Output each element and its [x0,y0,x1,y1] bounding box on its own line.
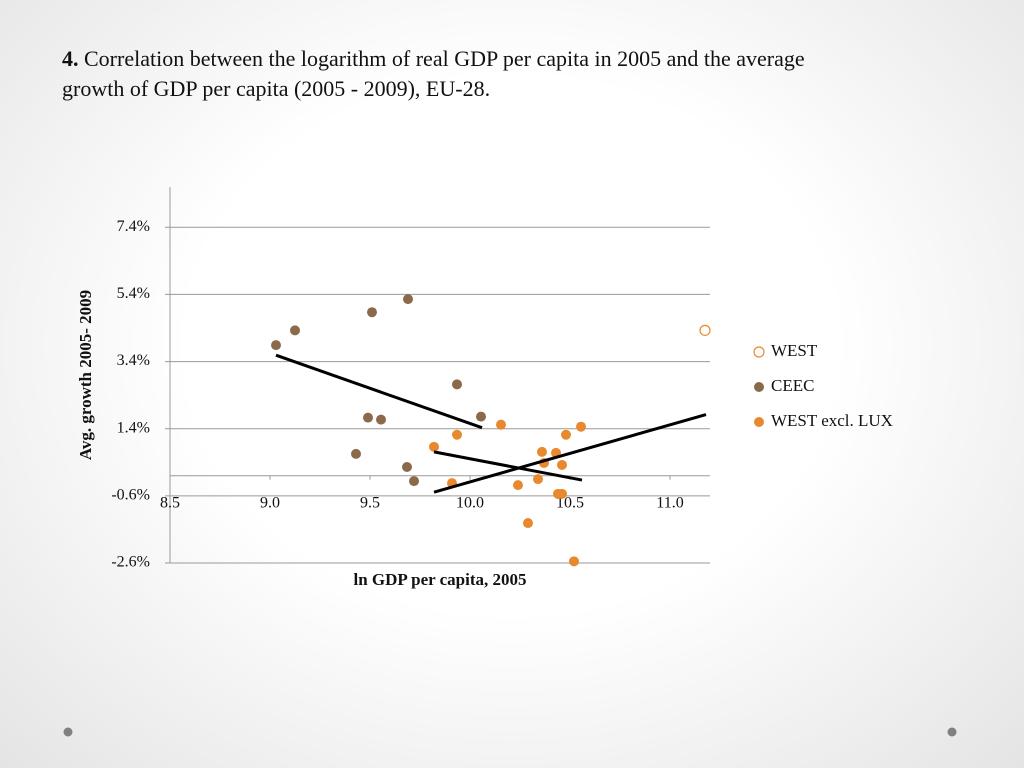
y-tick-label: 3.4% [117,352,150,369]
title-text: Correlation between the logarithm of rea… [62,46,805,101]
legend-marker [754,382,764,392]
data-point [452,379,462,390]
legend-label: CEEC [771,376,814,395]
data-point [403,294,413,305]
x-tick-label: 8.5 [160,494,180,511]
trend-line [433,413,707,494]
data-point [271,340,281,351]
data-point [367,307,377,318]
data-point [523,518,533,529]
decor-dot [947,727,957,737]
data-point [452,429,462,440]
legend-label: WEST [771,341,818,360]
data-point [363,412,373,423]
data-point [561,429,571,440]
data-point [476,411,486,422]
y-tick-label: -0.6% [111,487,150,504]
slide-title: 4. Correlation between the logarithm of … [62,44,852,104]
x-axis-label: ln GDP per capita, 2005 [354,570,527,589]
data-point [569,556,579,567]
title-number: 4. [62,46,79,71]
data-point [537,446,547,457]
data-point [533,474,543,485]
x-tick-label: 10.0 [456,494,484,511]
trend-line [275,353,483,430]
data-point [699,324,711,336]
decor-dot [63,727,73,737]
legend-label: WEST excl. LUX [771,411,893,430]
x-tick-label: 9.0 [260,494,280,511]
x-tick-label: 9.5 [360,494,380,511]
data-point [376,414,386,425]
data-point [290,325,300,336]
data-point [351,448,361,459]
trend-line [433,450,583,482]
data-point [513,480,523,491]
y-tick-label: -2.6% [111,554,150,571]
y-axis-label: Avg. growth 2005- 2009 [76,290,95,460]
data-point [557,459,567,470]
data-point [429,441,439,452]
y-tick-label: 7.4% [117,218,150,235]
data-point [576,421,586,432]
data-point [409,476,419,487]
y-tick-label: 1.4% [117,419,150,436]
data-point [402,461,412,472]
y-tick-label: 5.4% [117,285,150,302]
x-tick-label: 11.0 [656,494,683,511]
data-point [557,488,567,499]
data-point [496,419,506,430]
legend-marker [753,346,765,358]
legend-marker [754,417,764,427]
